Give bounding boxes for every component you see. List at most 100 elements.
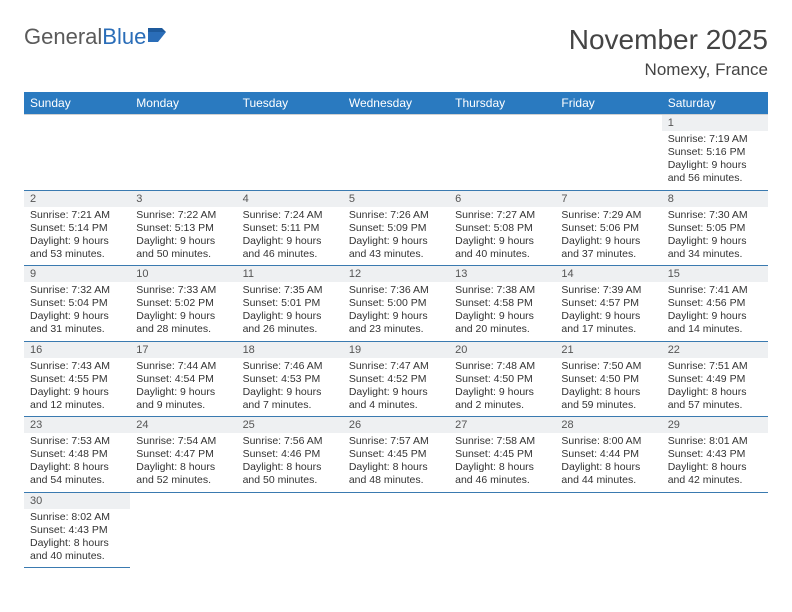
calendar-cell-blank [662,492,768,568]
day-number: 29 [662,417,768,433]
day-sr: Sunrise: 7:24 AM [243,209,337,222]
day-d2: and 56 minutes. [668,172,762,185]
calendar-cell: 17Sunrise: 7:44 AMSunset: 4:54 PMDayligh… [130,341,236,417]
day-sr: Sunrise: 7:47 AM [349,360,443,373]
calendar-cell: 3Sunrise: 7:22 AMSunset: 5:13 PMDaylight… [130,190,236,266]
day-header-mon: Monday [130,92,236,115]
calendar-cell: 18Sunrise: 7:46 AMSunset: 4:53 PMDayligh… [237,341,343,417]
calendar-cell-empty [555,115,661,191]
calendar-cell: 20Sunrise: 7:48 AMSunset: 4:50 PMDayligh… [449,341,555,417]
calendar-cell-blank [555,492,661,568]
day-number: 6 [449,191,555,207]
calendar-cell: 29Sunrise: 8:01 AMSunset: 4:43 PMDayligh… [662,417,768,493]
calendar-cell: 4Sunrise: 7:24 AMSunset: 5:11 PMDaylight… [237,190,343,266]
calendar-week-row: 2Sunrise: 7:21 AMSunset: 5:14 PMDaylight… [24,190,768,266]
day-sr: Sunrise: 7:21 AM [30,209,124,222]
day-ss: Sunset: 5:16 PM [668,146,762,159]
day-d2: and 37 minutes. [561,248,655,261]
calendar-cell: 5Sunrise: 7:26 AMSunset: 5:09 PMDaylight… [343,190,449,266]
day-d1: Daylight: 8 hours [668,461,762,474]
day-d1: Daylight: 8 hours [455,461,549,474]
title-block: November 2025 Nomexy, France [569,24,768,80]
day-d2: and 50 minutes. [136,248,230,261]
day-ss: Sunset: 4:58 PM [455,297,549,310]
calendar-cell: 6Sunrise: 7:27 AMSunset: 5:08 PMDaylight… [449,190,555,266]
day-sr: Sunrise: 7:36 AM [349,284,443,297]
day-sr: Sunrise: 7:53 AM [30,435,124,448]
calendar-week-row: 23Sunrise: 7:53 AMSunset: 4:48 PMDayligh… [24,417,768,493]
day-d2: and 54 minutes. [30,474,124,487]
calendar-cell: 27Sunrise: 7:58 AMSunset: 4:45 PMDayligh… [449,417,555,493]
day-ss: Sunset: 4:45 PM [349,448,443,461]
day-ss: Sunset: 4:53 PM [243,373,337,386]
day-d2: and 34 minutes. [668,248,762,261]
calendar-cell-blank [449,492,555,568]
day-number: 19 [343,342,449,358]
day-header-tue: Tuesday [237,92,343,115]
calendar-cell-empty [24,115,130,191]
calendar-cell-empty [237,115,343,191]
day-d1: Daylight: 8 hours [30,461,124,474]
day-ss: Sunset: 4:56 PM [668,297,762,310]
day-number: 15 [662,266,768,282]
day-d2: and 48 minutes. [349,474,443,487]
day-d1: Daylight: 9 hours [561,310,655,323]
day-number: 21 [555,342,661,358]
day-d1: Daylight: 8 hours [136,461,230,474]
day-d2: and 28 minutes. [136,323,230,336]
day-d1: Daylight: 9 hours [136,386,230,399]
day-d2: and 52 minutes. [136,474,230,487]
calendar-cell: 8Sunrise: 7:30 AMSunset: 5:05 PMDaylight… [662,190,768,266]
day-d1: Daylight: 9 hours [243,386,337,399]
calendar-body: 1Sunrise: 7:19 AMSunset: 5:16 PMDaylight… [24,115,768,568]
day-number: 24 [130,417,236,433]
day-d1: Daylight: 9 hours [561,235,655,248]
day-d1: Daylight: 9 hours [243,235,337,248]
calendar-table: Sunday Monday Tuesday Wednesday Thursday… [24,92,768,568]
calendar-week-row: 30Sunrise: 8:02 AMSunset: 4:43 PMDayligh… [24,492,768,568]
day-ss: Sunset: 4:55 PM [30,373,124,386]
day-sr: Sunrise: 8:02 AM [30,511,124,524]
day-ss: Sunset: 5:00 PM [349,297,443,310]
day-ss: Sunset: 4:49 PM [668,373,762,386]
calendar-cell: 9Sunrise: 7:32 AMSunset: 5:04 PMDaylight… [24,266,130,342]
day-sr: Sunrise: 7:35 AM [243,284,337,297]
day-sr: Sunrise: 7:33 AM [136,284,230,297]
day-d2: and 46 minutes. [243,248,337,261]
day-sr: Sunrise: 7:32 AM [30,284,124,297]
day-ss: Sunset: 5:08 PM [455,222,549,235]
calendar-cell-blank [130,492,236,568]
day-d1: Daylight: 8 hours [561,386,655,399]
day-header-row: Sunday Monday Tuesday Wednesday Thursday… [24,92,768,115]
day-sr: Sunrise: 7:51 AM [668,360,762,373]
day-d1: Daylight: 9 hours [30,386,124,399]
day-d1: Daylight: 9 hours [668,235,762,248]
day-d2: and 57 minutes. [668,399,762,412]
day-number: 27 [449,417,555,433]
day-ss: Sunset: 5:13 PM [136,222,230,235]
day-d2: and 59 minutes. [561,399,655,412]
day-number: 20 [449,342,555,358]
day-d2: and 12 minutes. [30,399,124,412]
calendar-cell: 26Sunrise: 7:57 AMSunset: 4:45 PMDayligh… [343,417,449,493]
calendar-cell: 12Sunrise: 7:36 AMSunset: 5:00 PMDayligh… [343,266,449,342]
day-ss: Sunset: 4:46 PM [243,448,337,461]
day-ss: Sunset: 4:43 PM [30,524,124,537]
calendar-week-row: 1Sunrise: 7:19 AMSunset: 5:16 PMDaylight… [24,115,768,191]
day-number: 8 [662,191,768,207]
logo-text-2: Blue [102,24,146,50]
day-number: 13 [449,266,555,282]
day-header-thu: Thursday [449,92,555,115]
page-header: GeneralBlue November 2025 Nomexy, France [24,24,768,80]
day-ss: Sunset: 5:06 PM [561,222,655,235]
day-number: 9 [24,266,130,282]
day-d1: Daylight: 8 hours [349,461,443,474]
day-sr: Sunrise: 7:54 AM [136,435,230,448]
day-d2: and 50 minutes. [243,474,337,487]
day-header-sun: Sunday [24,92,130,115]
day-ss: Sunset: 4:52 PM [349,373,443,386]
calendar-cell: 30Sunrise: 8:02 AMSunset: 4:43 PMDayligh… [24,492,130,568]
calendar-cell: 11Sunrise: 7:35 AMSunset: 5:01 PMDayligh… [237,266,343,342]
day-sr: Sunrise: 7:38 AM [455,284,549,297]
day-number: 14 [555,266,661,282]
